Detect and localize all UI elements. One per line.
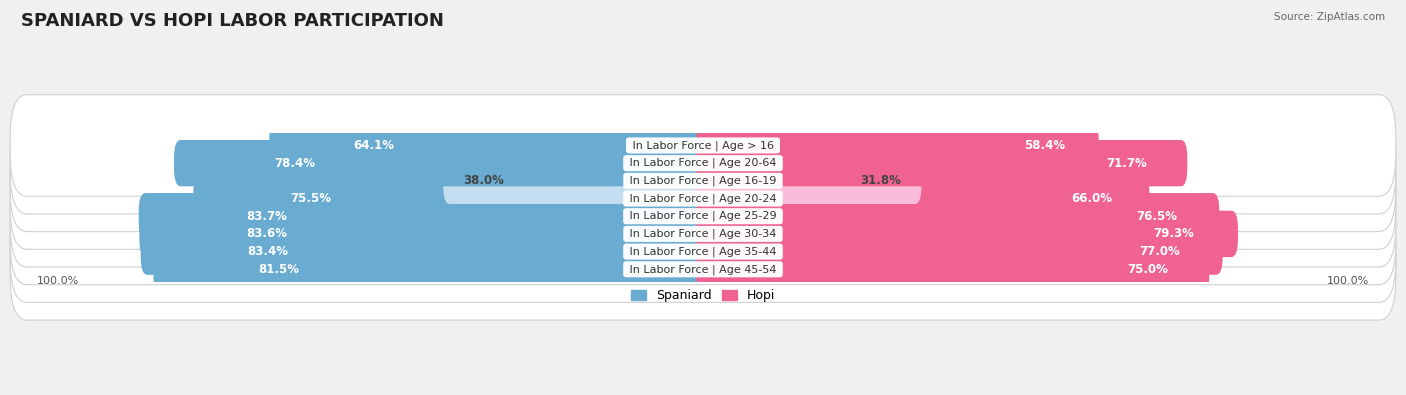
FancyBboxPatch shape <box>443 158 710 204</box>
Text: 71.7%: 71.7% <box>1107 157 1147 169</box>
Text: 79.3%: 79.3% <box>1153 228 1194 241</box>
Text: 77.0%: 77.0% <box>1139 245 1180 258</box>
FancyBboxPatch shape <box>10 148 1396 249</box>
Text: Source: ZipAtlas.com: Source: ZipAtlas.com <box>1274 12 1385 22</box>
Text: SPANIARD VS HOPI LABOR PARTICIPATION: SPANIARD VS HOPI LABOR PARTICIPATION <box>21 12 444 30</box>
FancyBboxPatch shape <box>696 211 1237 257</box>
FancyBboxPatch shape <box>10 130 1396 231</box>
FancyBboxPatch shape <box>10 201 1396 303</box>
Text: In Labor Force | Age 25-29: In Labor Force | Age 25-29 <box>626 211 780 222</box>
FancyBboxPatch shape <box>10 166 1396 267</box>
Legend: Spaniard, Hopi: Spaniard, Hopi <box>631 289 775 302</box>
Text: 83.4%: 83.4% <box>247 245 288 258</box>
FancyBboxPatch shape <box>696 175 1149 222</box>
Text: 83.6%: 83.6% <box>246 228 287 241</box>
FancyBboxPatch shape <box>174 140 710 186</box>
Text: 76.5%: 76.5% <box>1136 210 1177 223</box>
Text: 66.0%: 66.0% <box>1071 192 1112 205</box>
FancyBboxPatch shape <box>139 211 710 257</box>
Text: In Labor Force | Age 20-64: In Labor Force | Age 20-64 <box>626 158 780 168</box>
Text: 38.0%: 38.0% <box>463 174 503 187</box>
FancyBboxPatch shape <box>141 228 710 275</box>
FancyBboxPatch shape <box>153 246 710 292</box>
Text: In Labor Force | Age 16-19: In Labor Force | Age 16-19 <box>626 176 780 186</box>
Text: In Labor Force | Age > 16: In Labor Force | Age > 16 <box>628 140 778 151</box>
Text: In Labor Force | Age 45-54: In Labor Force | Age 45-54 <box>626 264 780 275</box>
FancyBboxPatch shape <box>10 112 1396 214</box>
Text: 31.8%: 31.8% <box>860 174 901 187</box>
Text: In Labor Force | Age 35-44: In Labor Force | Age 35-44 <box>626 246 780 257</box>
FancyBboxPatch shape <box>696 193 1219 239</box>
FancyBboxPatch shape <box>10 183 1396 285</box>
Text: In Labor Force | Age 30-34: In Labor Force | Age 30-34 <box>626 229 780 239</box>
FancyBboxPatch shape <box>139 193 710 239</box>
Text: 75.0%: 75.0% <box>1126 263 1167 276</box>
Text: 100.0%: 100.0% <box>1327 276 1369 286</box>
FancyBboxPatch shape <box>696 228 1223 275</box>
Text: 100.0%: 100.0% <box>37 276 79 286</box>
Text: In Labor Force | Age 20-24: In Labor Force | Age 20-24 <box>626 193 780 204</box>
FancyBboxPatch shape <box>696 122 1098 169</box>
FancyBboxPatch shape <box>194 175 710 222</box>
Text: 75.5%: 75.5% <box>291 192 332 205</box>
FancyBboxPatch shape <box>270 122 710 169</box>
FancyBboxPatch shape <box>696 158 921 204</box>
FancyBboxPatch shape <box>696 246 1209 292</box>
Text: 58.4%: 58.4% <box>1024 139 1064 152</box>
FancyBboxPatch shape <box>696 140 1187 186</box>
FancyBboxPatch shape <box>10 218 1396 320</box>
FancyBboxPatch shape <box>10 95 1396 196</box>
Text: 78.4%: 78.4% <box>274 157 316 169</box>
Text: 81.5%: 81.5% <box>257 263 298 276</box>
Text: 83.7%: 83.7% <box>246 210 287 223</box>
Text: 64.1%: 64.1% <box>353 139 394 152</box>
